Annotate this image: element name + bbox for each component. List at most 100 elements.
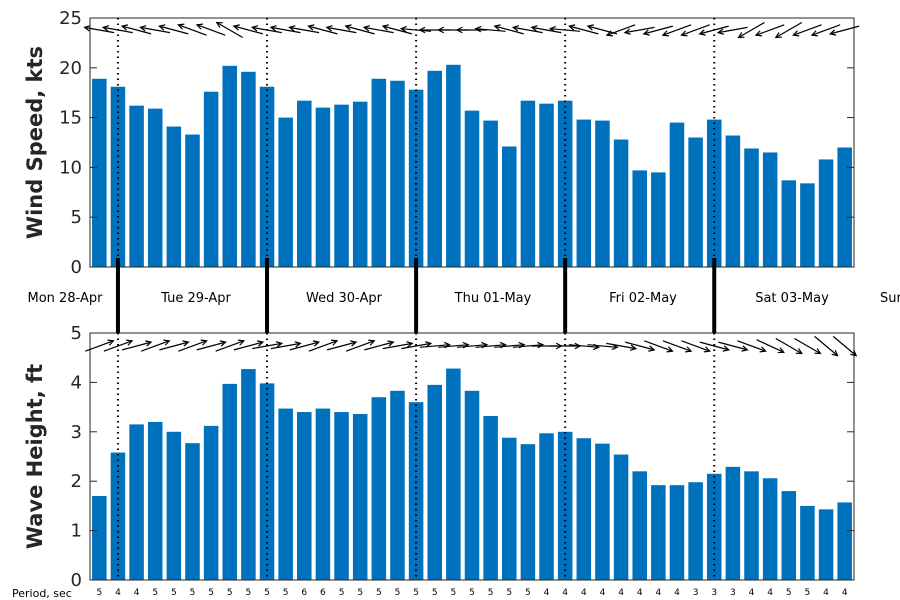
bar bbox=[297, 100, 312, 267]
y-tick-label: 0 bbox=[71, 257, 82, 278]
bar bbox=[464, 110, 480, 268]
direction-arrow bbox=[85, 339, 115, 352]
bar bbox=[110, 452, 126, 580]
period-value: 4 bbox=[115, 588, 121, 598]
bar bbox=[147, 108, 163, 267]
direction-arrow bbox=[215, 21, 244, 39]
bar bbox=[502, 146, 517, 267]
bar bbox=[166, 431, 182, 580]
y-tick-label: 10 bbox=[59, 157, 82, 178]
bar bbox=[166, 126, 182, 268]
direction-arrow bbox=[606, 342, 638, 351]
axes-frame bbox=[89, 17, 855, 268]
direction-arrow bbox=[362, 25, 394, 34]
y-tick-label: 1 bbox=[71, 521, 82, 542]
period-value: 4 bbox=[544, 588, 550, 598]
y-axis-label: Wave Height, ft bbox=[23, 364, 47, 549]
bar bbox=[557, 431, 573, 580]
period-value: 4 bbox=[749, 588, 755, 598]
bar bbox=[837, 147, 852, 267]
bar bbox=[241, 71, 256, 267]
bar bbox=[408, 402, 424, 580]
direction-arrow bbox=[158, 24, 189, 35]
bar bbox=[222, 65, 238, 267]
period-value: 4 bbox=[637, 588, 643, 598]
direction-arrow bbox=[698, 25, 729, 36]
bar bbox=[390, 390, 405, 580]
bar bbox=[520, 100, 536, 267]
bar bbox=[203, 425, 219, 580]
bar bbox=[744, 148, 759, 267]
direction-arrow bbox=[774, 21, 803, 39]
period-value: 4 bbox=[618, 588, 624, 598]
day-label: Wed 30-Apr bbox=[306, 291, 383, 306]
y-tick-label: 20 bbox=[59, 58, 82, 79]
direction-arrow bbox=[139, 25, 171, 34]
bar bbox=[725, 466, 741, 580]
bar bbox=[315, 107, 331, 267]
direction-arrow bbox=[83, 25, 115, 34]
direction-arrow bbox=[103, 339, 134, 352]
bar bbox=[632, 170, 647, 267]
period-value: 3 bbox=[711, 588, 717, 598]
bar bbox=[576, 119, 592, 267]
direction-arrow bbox=[401, 341, 433, 350]
period-value: 4 bbox=[655, 588, 661, 598]
bar bbox=[241, 369, 256, 580]
bar bbox=[781, 491, 797, 580]
direction-arrow bbox=[195, 23, 226, 36]
y-tick-label: 3 bbox=[71, 422, 82, 443]
bar bbox=[595, 120, 610, 267]
bar bbox=[669, 485, 685, 580]
bar bbox=[92, 78, 107, 267]
direction-arrow bbox=[326, 340, 358, 351]
bar bbox=[800, 183, 815, 267]
direction-arrow bbox=[344, 24, 375, 35]
period-value: 5 bbox=[525, 588, 531, 598]
y-tick-label: 0 bbox=[71, 570, 82, 591]
bar bbox=[539, 433, 554, 580]
bar bbox=[539, 103, 554, 267]
direction-arrow bbox=[625, 341, 656, 352]
direction-arrow bbox=[681, 340, 711, 353]
direction-arrow bbox=[792, 24, 822, 37]
period-value: 3 bbox=[730, 588, 736, 598]
direction-arrow bbox=[814, 335, 839, 357]
direction-arrow bbox=[345, 339, 376, 352]
bar bbox=[371, 397, 387, 580]
bar bbox=[390, 80, 405, 267]
direction-arrow bbox=[252, 341, 284, 350]
period-value: 5 bbox=[171, 588, 177, 598]
bar bbox=[334, 104, 349, 267]
period-value: 5 bbox=[469, 588, 475, 598]
direction-arrow bbox=[308, 339, 339, 352]
period-value: 5 bbox=[488, 588, 494, 598]
period-value: 5 bbox=[786, 588, 792, 598]
period-value: 5 bbox=[450, 588, 456, 598]
period-value: 5 bbox=[264, 588, 270, 598]
period-value: 5 bbox=[339, 588, 345, 598]
direction-arrow bbox=[661, 24, 692, 37]
period-value: 6 bbox=[301, 588, 307, 598]
direction-arrow bbox=[605, 24, 636, 37]
bar bbox=[576, 438, 592, 580]
direction-arrow bbox=[737, 21, 765, 39]
period-value: 4 bbox=[134, 588, 140, 598]
bar bbox=[818, 509, 834, 580]
direction-arrow bbox=[159, 340, 190, 351]
direction-arrow bbox=[568, 24, 599, 35]
period-value: 5 bbox=[413, 588, 419, 598]
direction-arrow bbox=[269, 25, 301, 34]
direction-arrow bbox=[364, 340, 395, 351]
period-value: 4 bbox=[842, 588, 848, 598]
direction-arrow bbox=[101, 25, 133, 34]
period-value: 5 bbox=[283, 588, 289, 598]
bar bbox=[688, 482, 703, 580]
bar bbox=[688, 137, 703, 267]
bar bbox=[502, 437, 517, 580]
period-value: 4 bbox=[581, 588, 587, 598]
bar bbox=[297, 412, 312, 580]
bar bbox=[371, 78, 387, 267]
period-row-label: Period, sec bbox=[12, 587, 72, 600]
